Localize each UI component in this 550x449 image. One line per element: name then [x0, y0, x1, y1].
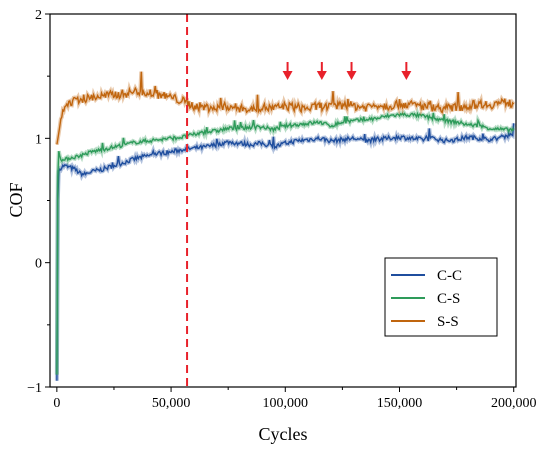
x-tick-label: 0 [53, 396, 60, 411]
arrow-head [346, 71, 357, 80]
y-axis-title: COF [6, 182, 26, 217]
x-tick-label: 200,000 [491, 396, 537, 411]
legend: C-C C-S S-S [384, 257, 498, 337]
series-group [54, 71, 516, 381]
series-line-s-s [56, 71, 515, 145]
legend-label-c-s: C-S [437, 291, 460, 307]
arrow-head [401, 71, 412, 80]
x-tick-label: 150,000 [377, 396, 423, 411]
x-axis-title: Cycles [259, 424, 308, 444]
y-tick-label: 0 [35, 257, 42, 272]
y-tick-label: −1 [27, 381, 42, 396]
series-line-c-c [56, 123, 515, 381]
legend-label-s-s: S-S [437, 314, 459, 330]
legend-label-c-c: C-C [437, 268, 462, 284]
y-tick-label: 1 [35, 132, 42, 147]
x-tick-label: 50,000 [152, 396, 191, 411]
series-line-c-s [56, 111, 515, 375]
x-tick-label: 100,000 [263, 396, 309, 411]
arrow-head [316, 71, 327, 80]
axes-layer: 0 50,000 100,000 150,000 200,000 −1 0 1 2 [27, 8, 536, 411]
arrow-head [282, 71, 293, 80]
y-tick-label: 2 [35, 8, 42, 23]
plot-layer [54, 14, 516, 387]
